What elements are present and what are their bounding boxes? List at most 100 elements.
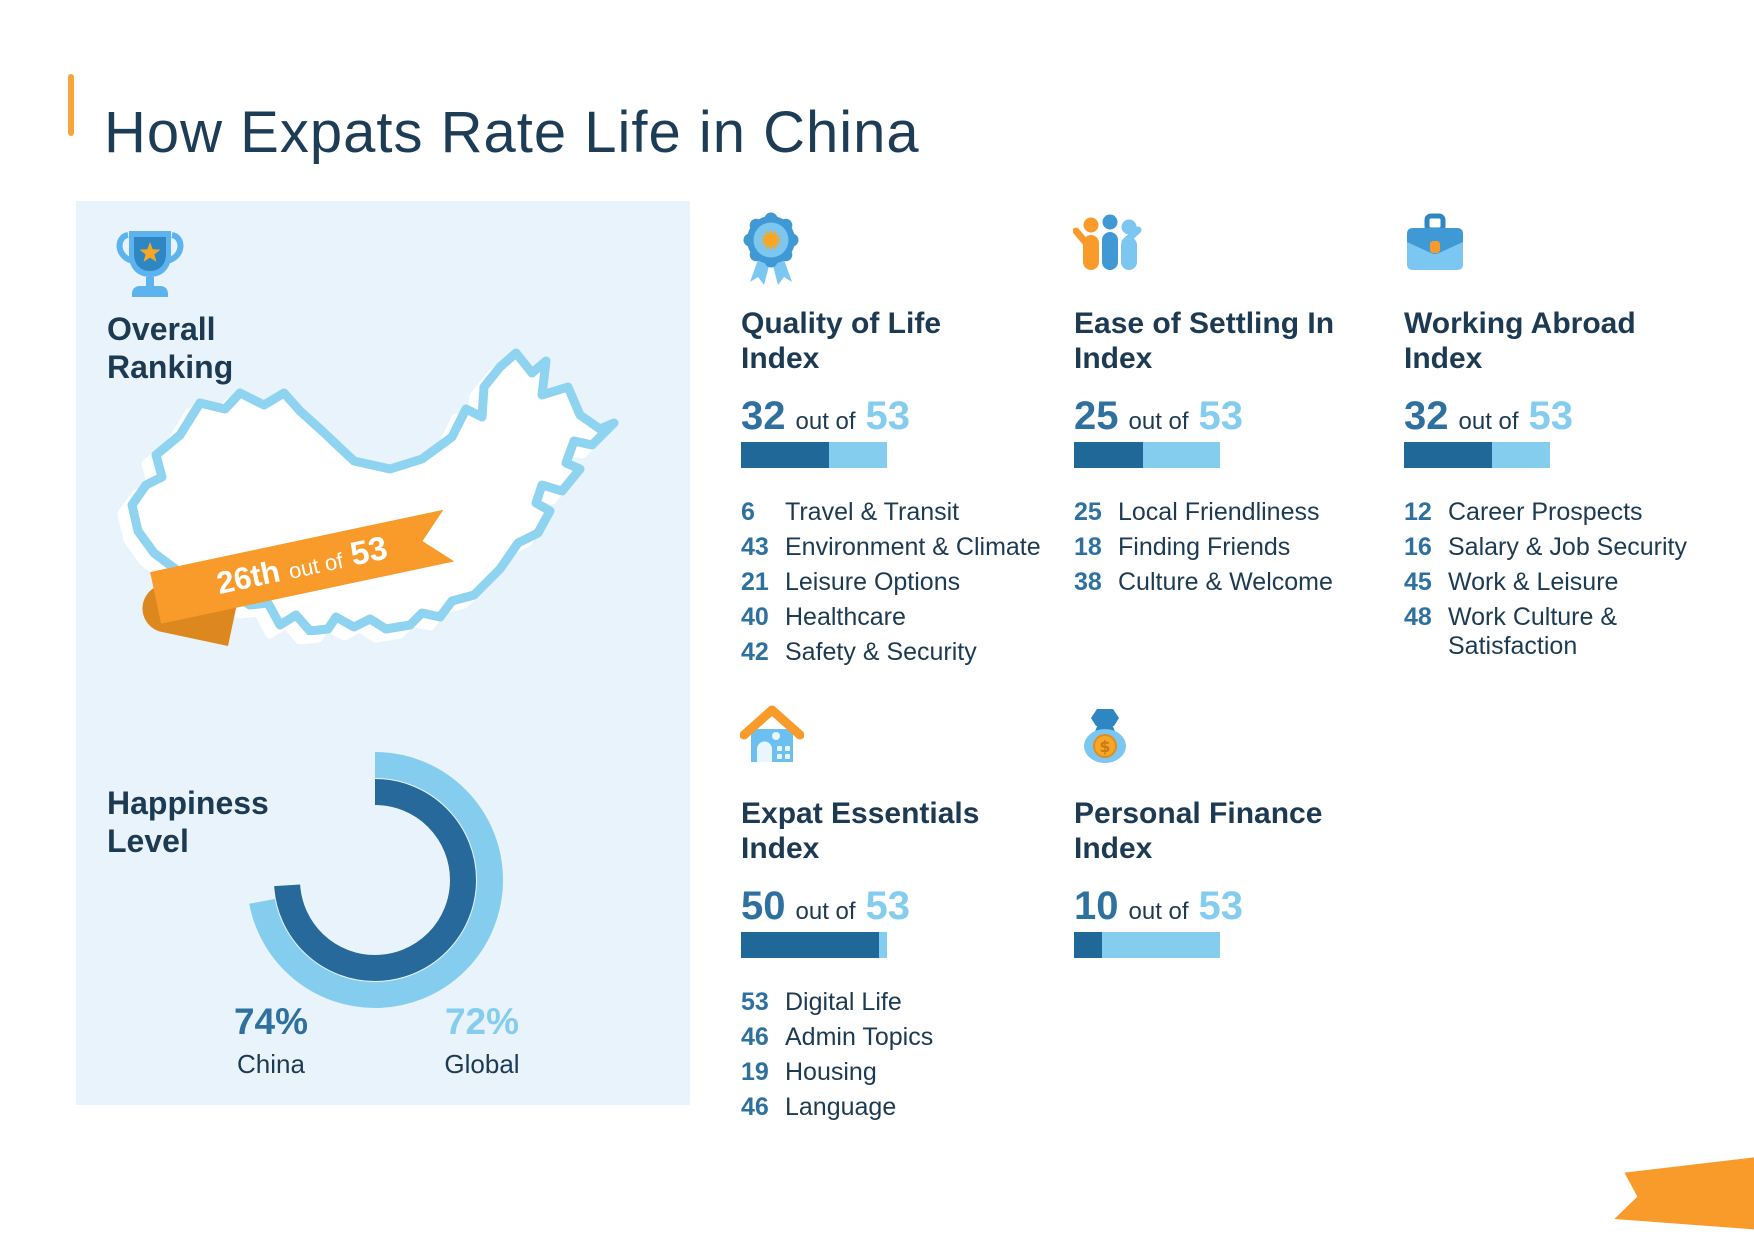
out-of-label: out of [795, 408, 856, 435]
index-total: 53 [865, 884, 911, 928]
happiness-donut-chart [235, 740, 515, 1025]
rank-bar [741, 932, 887, 958]
item-rank: 46 [741, 1023, 769, 1051]
out-of-label: out of [1128, 408, 1189, 435]
happiness-global-label: Global [444, 1049, 520, 1079]
index-title-line1: Quality of Life [741, 307, 942, 340]
index-card-ease-of-settling-in: Ease of Settling In Index 25 out of 53 2… [1072, 200, 1383, 680]
index-title: Working Abroad Index [1404, 306, 1704, 376]
item-rank: 45 [1404, 568, 1432, 596]
index-card-personal-finance: $ Personal Finance Index 10 out of 53 [1073, 690, 1383, 1170]
index-items: 12 Career Prospects 16 Salary & Job Secu… [1404, 498, 1713, 661]
donut-arc-global [247, 752, 503, 1008]
index-total: 53 [1528, 394, 1574, 438]
rank-bar [1404, 442, 1550, 468]
rank-bar-fill [1074, 442, 1143, 468]
overall-panel: Overall Ranking 26th out of 53 Happiness… [76, 201, 690, 1105]
index-title: Personal Finance Index [1074, 796, 1374, 866]
index-rank-line: 10 out of 53 [1074, 884, 1243, 929]
item-label: Salary & Job Security [1448, 533, 1687, 561]
item-label: Culture & Welcome [1118, 568, 1333, 596]
happiness-global-value: 72% [444, 1001, 520, 1042]
overall-ranking-heading-line2: Ranking [107, 348, 234, 385]
index-title-line1: Ease of Settling In [1074, 307, 1335, 340]
index-rank: 32 [1404, 394, 1449, 438]
item-label: Finding Friends [1118, 533, 1291, 561]
house-icon [739, 702, 805, 769]
item-label: Digital Life [785, 988, 902, 1016]
happiness-china-label: China [237, 1049, 305, 1079]
rank-bar-fill [741, 932, 879, 958]
rosette-badge-icon [740, 212, 802, 295]
rank-bar-fill [1404, 442, 1493, 468]
overall-rank-total: 53 [346, 528, 391, 573]
item-rank: 6 [741, 498, 755, 526]
index-card-working-abroad: Working Abroad Index 32 out of 53 12 Car… [1403, 200, 1713, 680]
index-title-line2: Index [1074, 342, 1153, 376]
overall-ranking-heading: Overall Ranking [107, 311, 233, 387]
svg-text:$: $ [1099, 737, 1110, 756]
happiness-heading-line2: Level [107, 822, 189, 859]
index-rank: 50 [741, 884, 786, 928]
rank-bar-fill [1074, 932, 1102, 958]
item-label: Travel & Transit [785, 498, 960, 526]
index-rank-line: 32 out of 53 [1404, 394, 1573, 439]
index-title-line2: Index [1074, 832, 1153, 866]
out-of-label: out of [1128, 898, 1189, 925]
out-of-label: out of [1458, 408, 1519, 435]
item-label: Local Friendliness [1118, 498, 1320, 526]
item-label: Work & Leisure [1448, 568, 1619, 596]
item-label: Healthcare [785, 603, 906, 631]
title-accent-bar [68, 74, 74, 136]
item-rank: 25 [1074, 498, 1102, 526]
item-label: Admin Topics [785, 1023, 934, 1051]
item-rank: 48 [1404, 603, 1432, 631]
item-rank: 21 [741, 568, 769, 596]
happiness-heading: Happiness Level [107, 785, 269, 861]
rank-bar [741, 442, 887, 468]
item-rank: 40 [741, 603, 769, 631]
index-card-quality-of-life: Quality of Life Index 32 out of 53 6 Tra… [740, 200, 1050, 680]
index-rank: 32 [741, 394, 786, 438]
index-card-expat-essentials: Expat Essentials Index 50 out of 53 53 D… [739, 690, 1050, 1170]
index-total: 53 [1198, 884, 1244, 928]
rank-bar-fill [741, 442, 830, 468]
happiness-global-stat: 72% Global [417, 1001, 547, 1080]
rank-bar [1074, 442, 1220, 468]
index-title-line1: Working Abroad [1404, 307, 1636, 340]
index-title-line2: Index [741, 342, 820, 376]
item-rank: 43 [741, 533, 769, 561]
corner-ribbon-decoration [1614, 1157, 1754, 1230]
item-rank: 16 [1404, 533, 1432, 561]
money-bag-icon: $ [1073, 702, 1137, 769]
donut-arc-china [274, 779, 476, 981]
item-rank: 19 [741, 1058, 769, 1086]
happiness-china-value: 74% [233, 1001, 309, 1042]
index-rank: 25 [1074, 394, 1119, 438]
index-title-line2: Index [741, 832, 820, 866]
item-rank: 42 [741, 638, 769, 666]
index-title-line2: Index [1404, 342, 1483, 376]
index-items: 25 Local Friendliness 18 Finding Friends… [1074, 498, 1333, 597]
index-rank: 10 [1074, 884, 1119, 928]
page-title: How Expats Rate Life in China [104, 99, 920, 165]
briefcase-icon [1403, 212, 1467, 281]
item-rank: 38 [1074, 568, 1102, 596]
index-items: 53 Digital Life 46 Admin Topics 19 Housi… [741, 988, 933, 1122]
happiness-china-stat: 74% China [206, 1001, 336, 1080]
item-rank: 53 [741, 988, 769, 1016]
index-title: Quality of Life Index [741, 306, 1041, 376]
item-label: Housing [785, 1058, 877, 1086]
index-rank-line: 50 out of 53 [741, 884, 910, 929]
item-label: Leisure Options [785, 568, 961, 596]
index-title-line1: Expat Essentials [741, 797, 980, 830]
item-rank: 18 [1074, 533, 1102, 561]
rank-bar [1074, 932, 1220, 958]
item-label: Safety & Security [785, 638, 977, 666]
overall-ranking-heading-line1: Overall [107, 311, 216, 347]
index-title: Expat Essentials Index [741, 796, 1041, 866]
trophy-icon [116, 223, 184, 308]
index-title-line1: Personal Finance [1074, 797, 1323, 830]
index-rank-line: 25 out of 53 [1074, 394, 1243, 439]
item-label: Work Culture & Satisfaction [1448, 603, 1618, 660]
